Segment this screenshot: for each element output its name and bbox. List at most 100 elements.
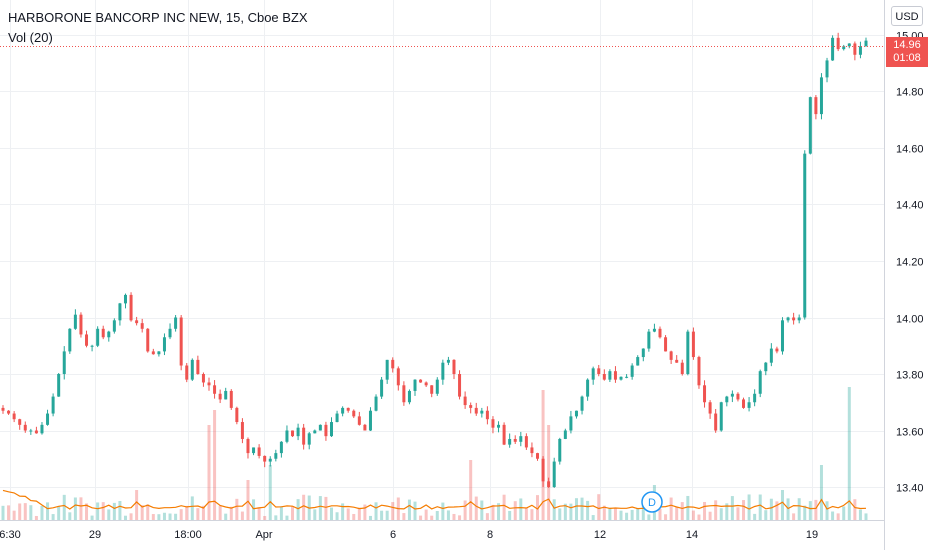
candle-body bbox=[446, 359, 450, 363]
volume-bar bbox=[446, 510, 450, 520]
candle-body bbox=[630, 365, 634, 377]
currency-button[interactable]: USD bbox=[891, 6, 923, 26]
volume-bar bbox=[753, 513, 757, 520]
candle-body bbox=[797, 317, 801, 321]
candle-body bbox=[7, 410, 11, 414]
volume-bar bbox=[185, 505, 189, 520]
candle bbox=[174, 315, 178, 332]
volume-bar bbox=[602, 505, 606, 520]
candle bbox=[112, 318, 116, 334]
candle-body bbox=[547, 481, 551, 487]
candle-body bbox=[407, 390, 411, 403]
candle bbox=[658, 326, 662, 339]
volume-bar bbox=[569, 503, 573, 520]
volume-bar bbox=[140, 505, 144, 520]
volume-ma-line bbox=[2, 489, 867, 510]
volume-bar bbox=[480, 500, 484, 520]
candle bbox=[318, 424, 322, 431]
candle bbox=[335, 410, 339, 423]
candle bbox=[263, 455, 267, 468]
candle-body bbox=[391, 359, 395, 369]
volume-indicator-label[interactable]: Vol (20) bbox=[8, 30, 53, 45]
volume-bar bbox=[62, 494, 66, 520]
candle bbox=[352, 409, 356, 419]
volume-bar bbox=[558, 508, 562, 520]
price-tick-label: 13.40 bbox=[896, 483, 924, 495]
candle bbox=[725, 395, 729, 407]
candle-body bbox=[463, 396, 467, 406]
candle-body bbox=[574, 410, 578, 417]
candle bbox=[179, 315, 183, 371]
volume-bar bbox=[458, 515, 462, 520]
candle bbox=[586, 378, 590, 401]
candle-body bbox=[831, 37, 835, 61]
candle-body bbox=[368, 410, 372, 431]
candle-body bbox=[135, 320, 139, 324]
candle-body bbox=[808, 97, 812, 154]
candle-body bbox=[207, 382, 211, 386]
volume-bar bbox=[530, 509, 534, 520]
candle bbox=[396, 366, 400, 391]
candle-body bbox=[613, 371, 617, 380]
price-tick-label: 14.00 bbox=[896, 314, 924, 326]
candle-body bbox=[57, 374, 61, 397]
candle bbox=[524, 433, 528, 450]
candle-body bbox=[302, 427, 306, 445]
volume-bar bbox=[831, 511, 835, 520]
candle bbox=[458, 370, 462, 400]
volume-bar bbox=[419, 515, 423, 520]
candle-body bbox=[485, 410, 489, 420]
candle-body bbox=[185, 365, 189, 380]
volume-bar bbox=[96, 502, 100, 520]
candle-body bbox=[51, 396, 55, 414]
candle bbox=[680, 359, 684, 376]
candle-body bbox=[257, 447, 261, 456]
volume-bar bbox=[162, 512, 166, 520]
candle bbox=[797, 314, 801, 324]
candle-body bbox=[719, 402, 723, 431]
candle bbox=[29, 428, 33, 435]
dividend-marker[interactable]: D bbox=[641, 491, 663, 513]
candle-body bbox=[229, 390, 233, 408]
candle-body bbox=[864, 40, 868, 47]
volume-bar bbox=[730, 496, 734, 520]
candle bbox=[675, 355, 679, 363]
candle bbox=[302, 423, 306, 450]
volume-bar bbox=[792, 513, 796, 520]
volume-bar bbox=[357, 507, 361, 520]
candle-body bbox=[85, 334, 89, 346]
candle bbox=[240, 418, 244, 444]
volume-bar bbox=[541, 390, 545, 520]
candle bbox=[591, 366, 595, 385]
candle bbox=[775, 346, 779, 354]
candle bbox=[123, 293, 127, 309]
volume-bar bbox=[452, 513, 456, 520]
candle-body bbox=[413, 379, 417, 391]
candle bbox=[697, 355, 701, 389]
volume-bar bbox=[240, 511, 244, 520]
volume-bar bbox=[18, 503, 22, 520]
candle-body bbox=[285, 430, 289, 442]
time-tick-label: 29 bbox=[89, 529, 101, 541]
candle bbox=[574, 410, 578, 419]
price-axis[interactable]: 15.0014.8014.6014.4014.2014.0013.8013.60… bbox=[896, 31, 924, 495]
candle-body bbox=[419, 379, 423, 383]
candle-body bbox=[296, 427, 300, 437]
candle-body bbox=[396, 368, 400, 386]
candle-body bbox=[324, 424, 328, 437]
volume-bar bbox=[368, 515, 372, 520]
candle-body bbox=[252, 447, 256, 454]
candle-body bbox=[474, 407, 478, 414]
candle-body bbox=[747, 402, 751, 408]
time-tick-label: 19 bbox=[806, 529, 818, 541]
candle-body bbox=[469, 405, 473, 408]
candle-body bbox=[825, 60, 829, 78]
candle-body bbox=[858, 46, 862, 55]
candle-body bbox=[263, 455, 267, 462]
candle bbox=[207, 377, 211, 391]
time-axis[interactable]: 6:30 29 18:00 Apr 6 8 12 14 19 bbox=[0, 529, 818, 541]
candle-body bbox=[40, 424, 44, 434]
candle-body bbox=[758, 371, 762, 394]
volume-bar bbox=[819, 465, 823, 520]
